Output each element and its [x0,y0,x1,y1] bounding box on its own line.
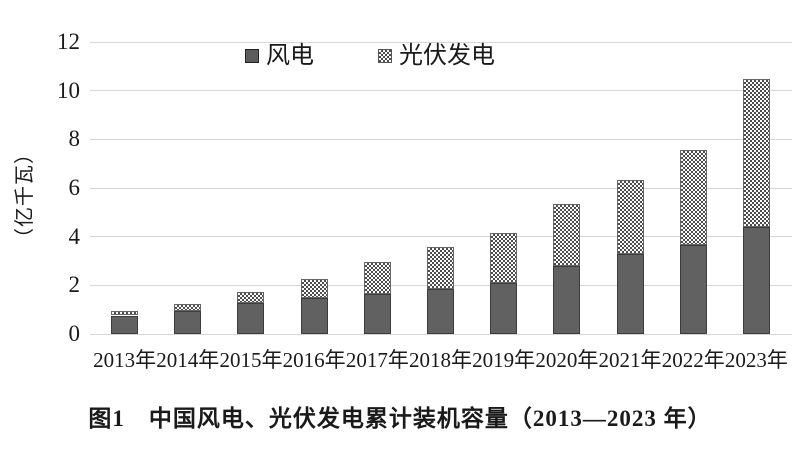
x-tick-label-2023年: 2023年 [724,348,788,372]
x-tick-label-2022年: 2022年 [661,348,725,372]
solar-legend-label: 光伏发电 [399,43,495,69]
bar-segment-wind-2021年 [616,254,644,334]
bar-segment-solar-2019年 [490,233,518,283]
x-tick-label-2013年: 2013年 [93,348,157,372]
y-tick-label-6: 6 [68,175,81,200]
x-tick-label-2021年: 2021年 [598,348,662,372]
gridline-12 [90,41,792,43]
y-axis-title-text: （亿千瓦） [13,142,36,248]
bar-segment-wind-2020年 [553,265,581,334]
bar-segment-solar-2016年 [300,279,328,298]
y-tick-label-0: 0 [68,321,81,346]
gridline-6 [90,187,792,189]
bar-segment-wind-2014年 [174,310,202,334]
bar-segment-wind-2019年 [490,282,518,334]
bar-segment-wind-2022年 [679,245,707,334]
bar-segment-wind-2016年 [300,297,328,334]
y-tick-label-2: 2 [68,272,81,298]
figure-caption: 图1 中国风电、光伏发电累计装机容量（2013—2023 年） [88,406,712,431]
bar-segment-solar-2023年 [742,78,770,227]
y-tick-label-4: 4 [68,223,81,249]
bar-segment-solar-2014年 [174,303,202,311]
bar-segment-wind-2023年 [742,226,770,334]
gridline-8 [90,138,792,140]
x-tick-label-2014年: 2014年 [156,348,220,372]
solar-swatch-icon [378,49,392,63]
y-tick-label-8: 8 [68,126,81,152]
bar-segment-solar-2013年 [111,310,139,316]
x-tick-label-2018年: 2018年 [409,348,472,372]
y-tick-label-10: 10 [57,77,80,103]
x-tick-label-2015年: 2015年 [219,348,283,372]
bar-segment-wind-2013年 [111,315,139,334]
gridline-10 [90,90,792,92]
bar-segment-wind-2018年 [427,289,454,334]
bar-segment-wind-2015年 [237,302,265,334]
wind-legend-label: 风电 [266,43,314,69]
legend: 风电 光伏发电 [245,44,495,68]
wind-swatch-icon [245,49,259,63]
bar-segment-solar-2015年 [237,292,265,303]
x-tick-label-2020年: 2020年 [535,348,599,372]
bar-segment-solar-2021年 [616,179,644,255]
x-tick-label-2017年: 2017年 [345,348,409,372]
x-tick-label-2016年: 2016年 [282,348,346,372]
bar-segment-solar-2020年 [553,204,581,266]
bar-segment-solar-2017年 [363,262,391,295]
y-tick-label-12: 12 [57,29,80,54]
bar-segment-wind-2017年 [363,294,391,334]
x-tick-label-2019年: 2019年 [472,348,536,372]
gridline-0 [90,333,792,335]
y-axis-title: （亿千瓦） [0,100,44,290]
bar-segment-solar-2018年 [427,246,454,290]
gridline-4 [90,236,792,238]
legend-item-wind: 风电 [245,44,314,68]
bar-segment-solar-2022年 [679,149,707,246]
legend-item-solar: 光伏发电 [378,44,495,68]
